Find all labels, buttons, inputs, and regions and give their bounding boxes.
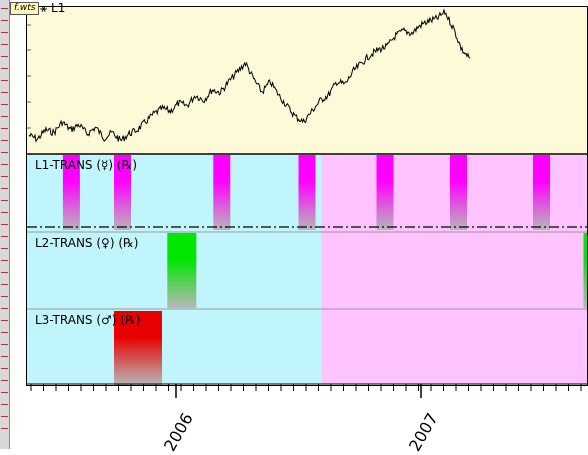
panel-label-3: L3-TRANS (♂) (℞)	[35, 313, 140, 327]
file-tab[interactable]: f.wts	[10, 2, 39, 15]
panel-label-1: L1-TRANS (☿) (℞)	[35, 158, 137, 172]
chart-title: ⚹ L1	[40, 1, 65, 16]
chart-title-text: L1	[51, 1, 65, 15]
chart-frame	[26, 6, 588, 386]
panel-label-2: L2-TRANS (♀) (℞)	[35, 236, 138, 250]
title-symbol-icon: ⚹	[40, 1, 47, 15]
